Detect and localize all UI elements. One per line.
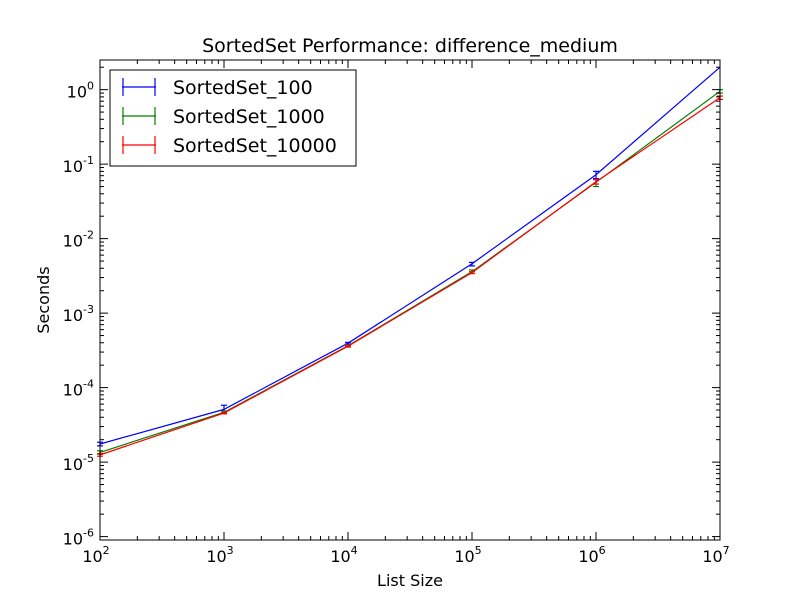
y-tick-label: 10-6 <box>63 527 94 549</box>
tick-layer: 102 103 104 105 106 10710-610-510-410-310-210… <box>63 60 730 566</box>
y-tick-exponent: -5 <box>83 452 94 465</box>
legend-label: SortedSet_100 <box>173 77 313 99</box>
error-bar <box>593 178 599 185</box>
x-tick-base: 10 <box>702 547 722 566</box>
x-tick-exponent: 4 <box>351 544 358 557</box>
y-tick-label: 10-2 <box>63 229 94 251</box>
x-tick-label: 107 <box>702 544 729 566</box>
error-bar <box>469 271 475 275</box>
series-SortedSet_10000 <box>97 95 723 457</box>
x-tick-base: 10 <box>330 547 350 566</box>
series-layer <box>97 66 723 457</box>
legend-frame <box>109 69 357 167</box>
x-tick-label: 103 <box>206 544 233 566</box>
y-tick-base: 10 <box>63 157 83 176</box>
chart-title: SortedSet Performance: difference_medium <box>202 35 618 57</box>
x-tick-label: 106 <box>578 544 605 566</box>
y-tick-base: 10 <box>63 530 83 549</box>
legend-label: SortedSet_10000 <box>173 135 337 157</box>
legend-errorbar-icon <box>122 136 156 154</box>
x-tick-label: 102 <box>82 544 109 566</box>
error-bar <box>469 261 475 267</box>
x-tick-base: 10 <box>206 547 226 566</box>
y-tick-base: 10 <box>63 381 83 400</box>
series-line <box>99 66 721 445</box>
y-tick-exponent: -3 <box>83 303 94 316</box>
y-axis-label: Seconds <box>34 266 53 333</box>
y-tick-exponent: -2 <box>83 229 94 242</box>
y-tick-base: 10 <box>63 306 83 325</box>
plot-frame <box>99 59 721 541</box>
legend: SortedSet_100 SortedSet_1000 SortedSet_100… <box>109 69 357 167</box>
error-bar <box>593 170 599 180</box>
x-tick-exponent: 2 <box>103 544 110 557</box>
x-tick-base: 10 <box>82 547 102 566</box>
y-tick-base: 10 <box>63 455 83 474</box>
x-tick-exponent: 7 <box>723 544 730 557</box>
x-tick-label: 105 <box>454 544 481 566</box>
legend-errorbar-icon <box>122 107 156 125</box>
error-bar <box>345 344 351 348</box>
y-tick-base: 10 <box>67 83 87 102</box>
x-tick-base: 10 <box>578 547 598 566</box>
legend-errorbar-icon <box>122 78 156 96</box>
y-tick-base: 10 <box>63 232 83 251</box>
y-tick-exponent: -6 <box>83 527 94 540</box>
x-axis-label: List Size <box>377 571 443 590</box>
x-tick-exponent: 3 <box>227 544 234 557</box>
y-tick-label: 100 <box>67 80 94 102</box>
legend-item: SortedSet_1000 <box>122 106 325 128</box>
x-tick-label: 104 <box>330 544 357 566</box>
y-tick-label: 10-5 <box>63 452 94 474</box>
legend-item: SortedSet_100 <box>122 77 313 99</box>
y-tick-exponent: -1 <box>83 154 94 167</box>
legend-label: SortedSet_1000 <box>173 106 325 128</box>
x-tick-base: 10 <box>454 547 474 566</box>
y-tick-label: 10-1 <box>63 154 94 176</box>
x-tick-exponent: 5 <box>475 544 482 557</box>
y-tick-exponent: 0 <box>87 80 94 93</box>
series-SortedSet_100 <box>97 66 721 447</box>
y-tick-exponent: -4 <box>83 378 94 391</box>
series-line <box>99 97 721 456</box>
error-bar <box>221 411 227 415</box>
x-tick-exponent: 6 <box>599 544 606 557</box>
legend-items: SortedSet_100 SortedSet_1000 SortedSet_100… <box>122 77 337 157</box>
y-tick-label: 10-3 <box>63 303 94 325</box>
y-tick-label: 10-4 <box>63 378 94 400</box>
legend-item: SortedSet_10000 <box>122 135 337 157</box>
